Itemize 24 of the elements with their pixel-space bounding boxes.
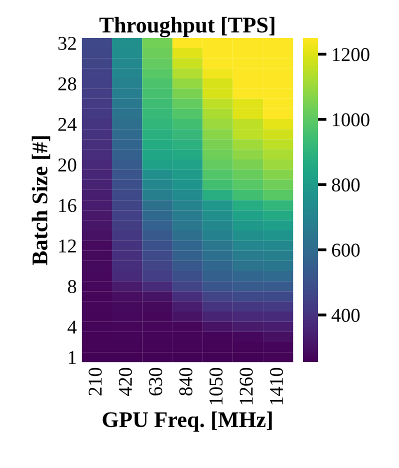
y-tick-label: 16	[59, 199, 76, 212]
x-tick-label: 210	[88, 368, 102, 396]
y-tick-label: 4	[68, 320, 77, 334]
color-bar-label: 1000	[332, 113, 370, 126]
x-tick-label: 420	[118, 368, 132, 396]
y-tick-label: 28	[58, 77, 76, 90]
color-bar-label: 400	[332, 308, 360, 322]
color-bar-label: 1200	[332, 48, 370, 62]
y-tick-label: 8	[68, 280, 76, 294]
chart-title: Throughput [TPS]	[99, 16, 274, 38]
y-axis-title: Batch Size [#]	[32, 136, 50, 266]
x-tick-label: 1050	[209, 368, 223, 404]
x-tick-label: 630	[149, 368, 162, 396]
x-axis-title: GPU Freq. [MHz]	[102, 412, 272, 432]
color-bar-label: 800	[332, 178, 360, 192]
x-tick-label: 840	[179, 368, 192, 396]
x-tick-label: 1410	[270, 368, 284, 404]
y-tick-label: 20	[58, 158, 76, 172]
x-tick-label: 1260	[240, 368, 253, 404]
color-bar-label: 600	[332, 244, 360, 257]
y-tick-label: 12	[59, 240, 76, 252]
y-tick-label: 24	[58, 118, 77, 131]
y-tick-label: 1	[68, 351, 76, 364]
y-tick-label: 32	[58, 36, 76, 50]
